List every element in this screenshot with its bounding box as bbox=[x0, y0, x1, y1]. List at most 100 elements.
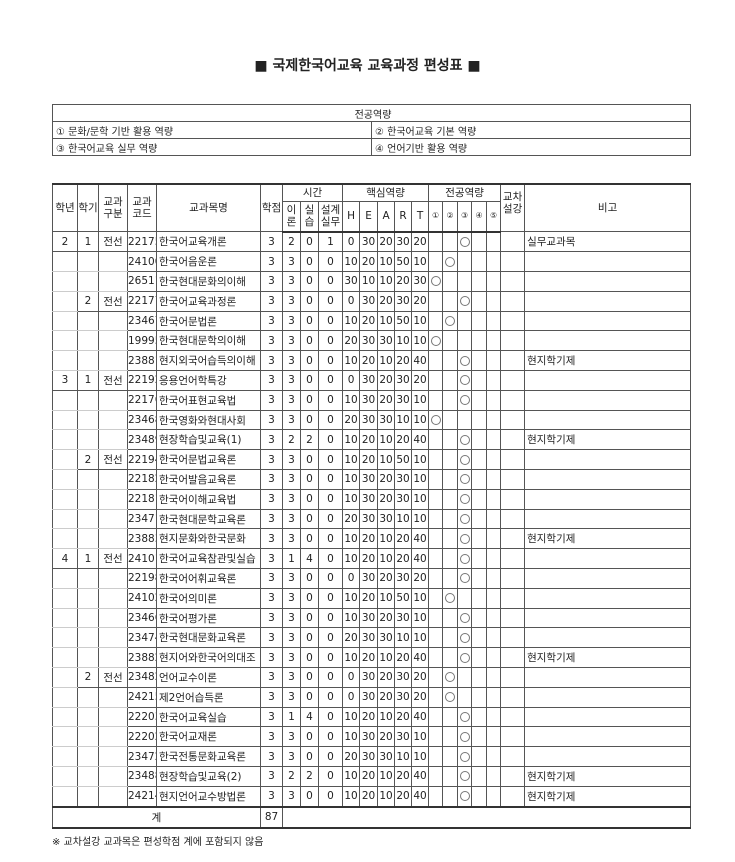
cell-a: 20 bbox=[377, 290, 396, 312]
cell-credit: 3 bbox=[260, 409, 283, 431]
cell-major-5 bbox=[486, 508, 502, 530]
cell-major-1 bbox=[428, 409, 444, 431]
cell-code: 22181 bbox=[127, 488, 157, 510]
cell-practice: 0 bbox=[300, 488, 319, 510]
cell-credit: 3 bbox=[260, 726, 283, 748]
circle-mark-icon bbox=[459, 632, 470, 643]
cell-type bbox=[98, 568, 128, 589]
cell-type: 전선 bbox=[98, 370, 128, 391]
cell-theory: 3 bbox=[282, 785, 301, 808]
cell-r: 20 bbox=[394, 785, 413, 808]
cell-design: 0 bbox=[317, 290, 344, 312]
cell-type bbox=[98, 647, 128, 669]
cell-remark bbox=[524, 726, 692, 748]
cell-code: 19995 bbox=[127, 330, 157, 352]
table-row: 23466한국어평가론33001030203010 bbox=[52, 607, 692, 629]
cell-theory: 3 bbox=[282, 746, 301, 768]
cell-major-4 bbox=[471, 528, 488, 550]
cell-name: 한국현대문학의이해 bbox=[156, 330, 261, 352]
circle-mark-icon bbox=[459, 652, 470, 663]
cell-type bbox=[98, 587, 128, 609]
cell-type bbox=[98, 607, 128, 629]
cell-theory: 3 bbox=[282, 647, 301, 669]
cell-semester bbox=[77, 568, 99, 589]
circle-mark-icon bbox=[459, 434, 470, 445]
cell-h: 10 bbox=[342, 251, 361, 273]
cell-h: 10 bbox=[342, 706, 361, 728]
circle-mark-icon bbox=[459, 474, 470, 485]
cell-type bbox=[98, 251, 128, 273]
cell-major-2 bbox=[442, 271, 459, 292]
cell-code: 26511 bbox=[127, 271, 157, 292]
cell-practice: 0 bbox=[300, 686, 319, 708]
circle-mark-icon bbox=[445, 593, 456, 604]
cell-t: 40 bbox=[411, 647, 430, 669]
cell-r: 30 bbox=[394, 389, 413, 411]
cell-major-1 bbox=[428, 766, 444, 787]
cell-major-2 bbox=[442, 330, 459, 352]
cell-cross bbox=[500, 389, 526, 411]
cell-major-4 bbox=[471, 647, 488, 669]
cell-t: 10 bbox=[411, 746, 430, 768]
cell-practice: 0 bbox=[300, 667, 319, 688]
cell-semester: 1 bbox=[77, 230, 99, 253]
cell-code: 23468 bbox=[127, 409, 157, 431]
cell-a: 10 bbox=[377, 350, 396, 372]
cell-practice: 0 bbox=[300, 389, 319, 411]
cell-major-2 bbox=[442, 627, 459, 649]
cell-major-5 bbox=[486, 548, 502, 570]
cell-semester bbox=[77, 686, 99, 708]
cell-practice: 0 bbox=[300, 251, 319, 273]
cell-r: 10 bbox=[394, 409, 413, 431]
cell-code: 23472 bbox=[127, 746, 157, 768]
cell-cross bbox=[500, 370, 526, 391]
cell-year bbox=[52, 568, 78, 589]
cell-practice: 0 bbox=[300, 469, 319, 490]
cell-design: 0 bbox=[317, 271, 344, 292]
cell-e: 20 bbox=[359, 350, 379, 372]
competency-header: 전공역량 bbox=[52, 104, 691, 122]
circle-mark-icon bbox=[459, 355, 470, 366]
cell-major-3 bbox=[457, 271, 473, 292]
cell-major-1 bbox=[428, 686, 444, 708]
cell-h: 10 bbox=[342, 726, 361, 748]
cell-a: 10 bbox=[377, 766, 396, 787]
cell-practice: 2 bbox=[300, 766, 319, 787]
cell-year bbox=[52, 251, 78, 273]
cell-a: 20 bbox=[377, 568, 396, 589]
cell-semester bbox=[77, 627, 99, 649]
cell-major-2 bbox=[442, 686, 459, 708]
circle-mark-icon bbox=[459, 395, 470, 406]
cell-code: 22192 bbox=[127, 370, 157, 391]
cell-major-3 bbox=[457, 686, 473, 708]
cell-type bbox=[98, 627, 128, 649]
cell-major-5 bbox=[486, 607, 502, 629]
cell-theory: 3 bbox=[282, 469, 301, 490]
cell-major-1 bbox=[428, 548, 444, 570]
cell-type bbox=[98, 726, 128, 748]
cell-remark bbox=[524, 548, 692, 570]
cell-design: 0 bbox=[317, 310, 344, 332]
cell-e: 30 bbox=[359, 409, 379, 431]
cell-e: 30 bbox=[359, 508, 379, 530]
cell-design: 0 bbox=[317, 508, 344, 530]
cell-remark bbox=[524, 667, 692, 688]
cell-t: 20 bbox=[411, 230, 430, 253]
cell-e: 20 bbox=[359, 647, 379, 669]
cell-major-2 bbox=[442, 706, 459, 728]
cell-semester bbox=[77, 271, 99, 292]
cell-major-4 bbox=[471, 429, 488, 451]
cell-theory: 3 bbox=[282, 568, 301, 589]
cell-year: 3 bbox=[52, 370, 78, 391]
cell-theory: 3 bbox=[282, 310, 301, 332]
cell-remark bbox=[524, 290, 692, 312]
cell-credit: 3 bbox=[260, 548, 283, 570]
header-m5: ⑤ bbox=[486, 201, 502, 233]
cell-year bbox=[52, 409, 78, 431]
cell-design: 0 bbox=[317, 251, 344, 273]
cell-name: 한국어교육참관및실습 bbox=[156, 548, 261, 570]
table-row: 2전선23482언어교수이론3300030203020 bbox=[52, 667, 692, 688]
cell-t: 10 bbox=[411, 488, 430, 510]
cell-credit: 3 bbox=[260, 370, 283, 391]
cell-cross bbox=[500, 568, 526, 589]
